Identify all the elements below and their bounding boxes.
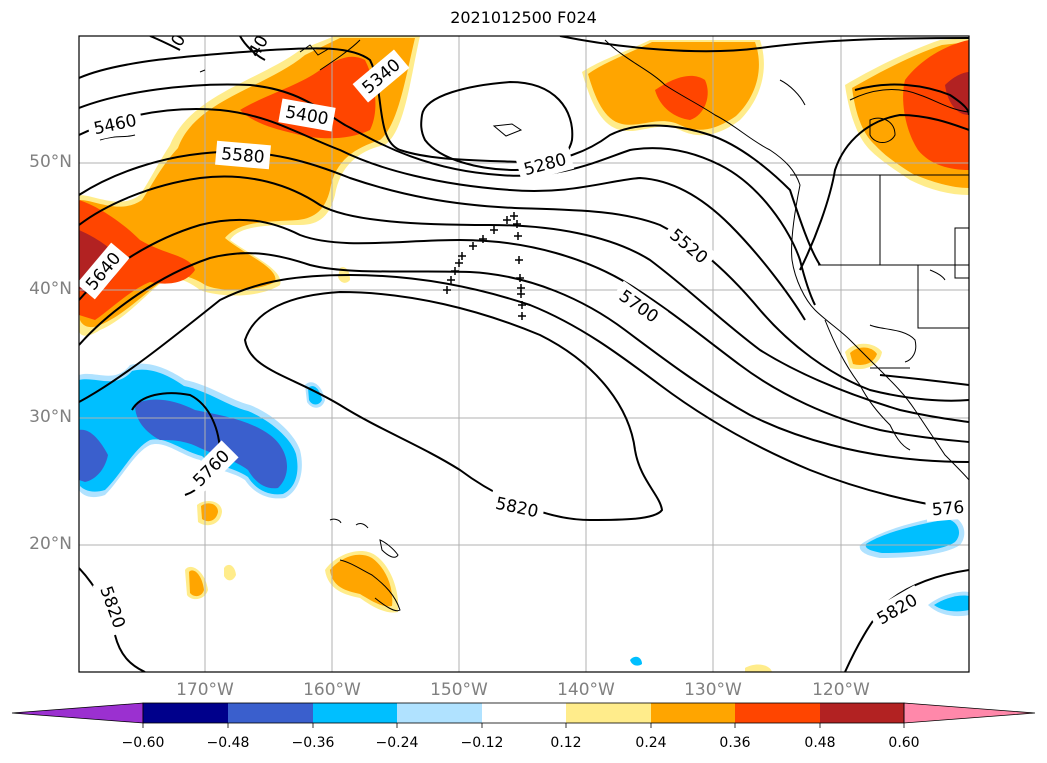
negative-anomaly-east <box>630 515 969 666</box>
contour-5760-north <box>79 273 969 511</box>
contour-5340 <box>79 47 821 266</box>
contour-label: 0 <box>167 31 190 50</box>
anomaly-fill-neg-036-a <box>135 399 288 489</box>
map-frame <box>78 35 970 673</box>
contour-5820-se <box>844 569 969 672</box>
contour-ne-b <box>854 83 969 116</box>
colorbar-swatch <box>482 703 566 723</box>
colorbar-outline <box>142 702 905 724</box>
colorbar-tick-label: 0.48 <box>804 735 836 751</box>
contour-nw-a <box>149 36 181 51</box>
contour-label: 5580 <box>220 144 265 168</box>
map-title: 2021012500 F024 <box>450 8 597 27</box>
contour-se-a <box>879 374 969 386</box>
contour-label-halos <box>79 49 969 637</box>
colorbar-tick-label: −0.60 <box>121 735 165 751</box>
contour-5820 <box>243 290 664 522</box>
contour-ne-c <box>799 113 969 271</box>
patch-neg-small <box>630 656 642 666</box>
colorbar-extend-right <box>903 702 1036 724</box>
colorbar-swatch <box>397 703 482 723</box>
colorbar-swatch <box>566 703 651 723</box>
colorbar-extend-left <box>11 702 144 724</box>
colorbar-tick-label: −0.12 <box>460 735 504 751</box>
gridlines <box>79 36 969 672</box>
anomaly-fill-036 <box>240 56 376 139</box>
colorbar-tick-label: 0.60 <box>888 735 920 751</box>
patch-2b <box>189 570 204 597</box>
lon-label: 170°W <box>176 680 234 700</box>
contour-5640 <box>79 218 969 443</box>
contour-5700 <box>79 252 969 463</box>
lon-label: 160°W <box>303 680 361 700</box>
anomaly-fill-neg-036-b <box>79 429 108 482</box>
positive-anomaly-small-patches <box>185 267 882 672</box>
colorbar-swatch <box>820 703 904 723</box>
contour-5580 <box>79 175 969 423</box>
lon-label: 130°W <box>684 680 742 700</box>
contour-label: 5460 <box>92 111 138 140</box>
positive-anomaly-west-coast <box>582 40 764 136</box>
colorbar-tick-label: 0.36 <box>719 735 751 751</box>
colorbar-swatch <box>735 703 820 723</box>
colorbar-tick-label: −0.36 <box>291 735 335 751</box>
lon-label: 120°W <box>812 680 870 700</box>
colorbar <box>11 702 1036 728</box>
contour-nw-b <box>239 36 266 61</box>
patch-5 <box>745 664 772 672</box>
contour-label: 576 <box>931 498 965 521</box>
colorbar-swatch <box>651 703 735 723</box>
lat-label: 40°N <box>29 279 72 299</box>
lon-label: 140°W <box>557 680 615 700</box>
contour-label: 5820 <box>494 494 540 523</box>
colorbar-tick-label: 0.24 <box>635 735 667 751</box>
patch-3 <box>224 564 236 581</box>
colorbar-swatch <box>228 703 313 723</box>
lat-label: 30°N <box>29 407 72 427</box>
lat-label: 50°N <box>29 152 72 172</box>
colorbar-swatch <box>313 703 397 723</box>
lat-label: 20°N <box>29 534 72 554</box>
contour-5460 <box>79 108 806 321</box>
contour-ne-top <box>559 36 969 53</box>
colorbar-swatch <box>143 703 228 723</box>
colorbar-tick-label: −0.48 <box>206 735 250 751</box>
track-markers <box>443 212 526 320</box>
colorbar-tick-label: 0.12 <box>550 735 582 751</box>
patch-hawaii-024 <box>330 554 393 607</box>
colorbar-tick-label: −0.24 <box>375 735 419 751</box>
negative-anomaly-west <box>79 363 325 499</box>
shaded-field: 5460 5400 5340 5580 5280 5520 5640 5700 … <box>79 31 969 672</box>
positive-anomaly-interior <box>845 38 969 195</box>
lon-label: 150°W <box>430 680 488 700</box>
anomaly-fill-036-interior <box>903 40 969 170</box>
anomaly-fill-neg-024-se <box>934 595 969 612</box>
